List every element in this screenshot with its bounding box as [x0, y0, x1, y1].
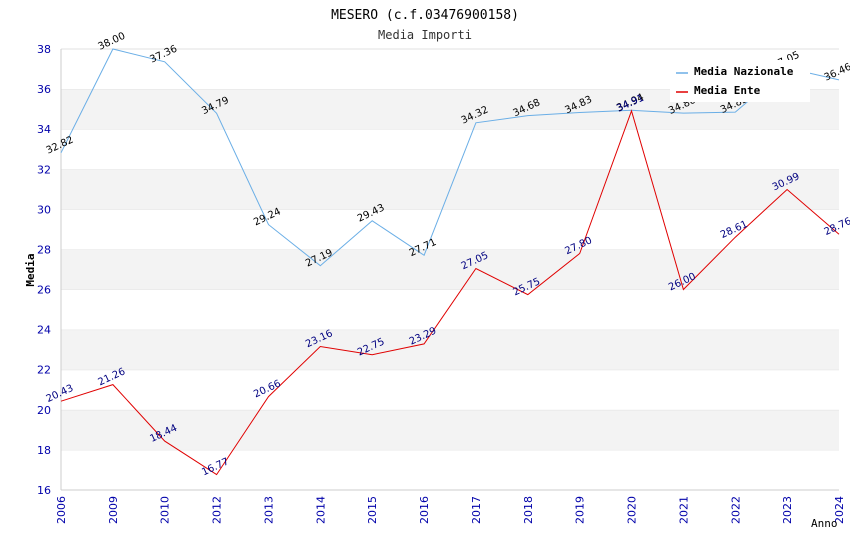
grid-band	[61, 129, 839, 170]
y-tick-label: 28	[37, 243, 51, 256]
series-line-media-ente	[60, 109, 840, 476]
y-tick-label: 36	[37, 83, 51, 96]
y-tick-label: 20	[37, 404, 51, 417]
x-tick-label: 2010	[159, 496, 172, 524]
x-tick-label: 2016	[418, 496, 431, 524]
x-tick-label: 2006	[55, 496, 68, 524]
series-lines	[60, 48, 840, 476]
x-tick-label: 2023	[781, 496, 794, 524]
legend-label-media-nazionale: Media Nazionale	[694, 65, 794, 78]
y-tick-label: 18	[37, 444, 51, 457]
legend: Media Nazionale Media Ente	[670, 60, 810, 102]
legend-background	[670, 60, 810, 102]
x-tick-label: 2022	[729, 496, 742, 524]
chart-subtitle: Media Importi	[378, 28, 472, 42]
x-tick-label: 2018	[522, 496, 535, 524]
y-tick-label: 24	[37, 324, 51, 337]
x-tick-label: 2024	[833, 496, 846, 524]
x-tick-label: 2019	[574, 496, 587, 524]
y-axis-label: Media	[24, 253, 37, 286]
x-tick-label: 2015	[366, 496, 379, 524]
chart-title: MESERO (c.f.03476900158)	[331, 8, 519, 23]
x-tick-label: 2009	[107, 496, 120, 524]
y-tick-label: 22	[37, 364, 51, 377]
y-tick-label: 38	[37, 43, 51, 56]
grid-band	[61, 289, 839, 330]
x-tick-labels: 2006 2009 2010 2012 2013 2014 2015 2016 2017 2018…	[55, 496, 846, 524]
grid-band	[61, 369, 839, 410]
x-tick-label: 2021	[677, 496, 690, 524]
grid-band	[61, 409, 839, 450]
grid-band	[61, 329, 839, 370]
x-tick-label: 2017	[470, 496, 483, 524]
series-line-media-nazionale	[60, 48, 840, 267]
y-tick-label: 26	[37, 284, 51, 297]
y-tick-label: 32	[37, 163, 51, 176]
grid-band	[61, 249, 839, 290]
axes	[60, 49, 839, 491]
y-tick-label: 16	[37, 484, 51, 497]
grid-band	[61, 209, 839, 250]
x-tick-label: 2013	[262, 496, 275, 524]
x-tick-label: 2014	[314, 496, 327, 524]
y-tick-label: 34	[37, 123, 51, 136]
x-tick-label: 2020	[626, 496, 639, 524]
legend-label-media-ente: Media Ente	[694, 84, 761, 97]
grid-band	[61, 449, 839, 490]
x-axis-label: Anno	[811, 517, 838, 530]
grid-bands	[61, 48, 839, 490]
x-tick-label: 2012	[211, 496, 224, 524]
y-tick-label: 30	[37, 203, 51, 216]
y-tick-labels: 16 18 20 22 24 26 28 30 32 34 36 38	[37, 43, 51, 497]
